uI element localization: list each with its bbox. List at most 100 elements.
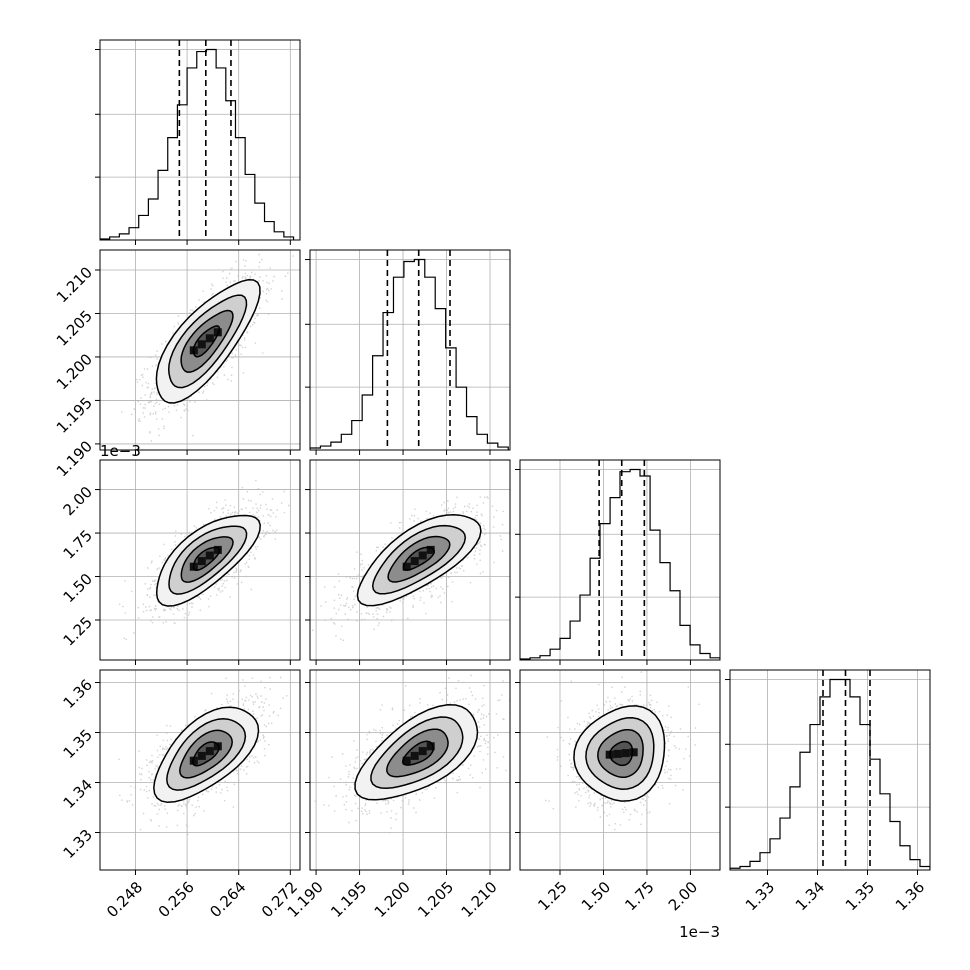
scatter-points: [118, 676, 288, 835]
panel-frame: [309, 459, 511, 661]
contour-line: [402, 740, 435, 766]
histogram: [520, 468, 720, 660]
panel-2-1: [305, 459, 511, 665]
histogram: [310, 258, 509, 450]
y-tick-label: 1.35: [60, 726, 96, 762]
x-tick-label: 1.35: [842, 878, 878, 914]
density-peak: [197, 751, 206, 760]
y-tick-label: 2.00: [60, 483, 96, 519]
contour-line: [354, 704, 479, 801]
density-peak: [418, 747, 427, 756]
panel-frame: [309, 249, 511, 451]
density-peak: [418, 551, 427, 560]
density-peak: [402, 756, 411, 765]
x-scale-label: 1e−3: [679, 923, 720, 941]
contour-line: [155, 279, 261, 404]
density-peak: [205, 334, 214, 343]
contour-line: [192, 741, 220, 767]
contour-line: [402, 546, 435, 571]
x-tick-label: 1.25: [534, 878, 570, 914]
contour-line: [371, 524, 467, 595]
y-tick-label: 1.75: [60, 526, 96, 562]
panel-content: [121, 253, 294, 442]
density-peak: [205, 747, 214, 756]
panel-2-0: 1.25 1.50 1.75 2.00 1e−3: [60, 442, 301, 665]
panel-2-2: [515, 459, 721, 665]
panel-frame: [99, 459, 301, 661]
panel-frame: [99, 249, 301, 451]
histogram: [730, 678, 930, 870]
contour-line: [370, 716, 464, 789]
panel-content: [118, 676, 288, 835]
panel-0-0: [95, 39, 301, 245]
x-tick-label: 0.256: [155, 878, 198, 921]
contour-line: [387, 535, 451, 583]
y-tick-label: 1.205: [53, 307, 96, 350]
density-peak: [197, 557, 206, 566]
x-tick-label: 1.50: [578, 878, 614, 914]
x-tick-label: 0.248: [103, 878, 146, 921]
panel-content: [312, 496, 504, 641]
y-scale-label: 1e−3: [100, 442, 141, 460]
density-peak: [426, 545, 435, 554]
x-tick-label: 1.34: [792, 878, 828, 914]
panel-content: [545, 671, 700, 831]
density-peak: [629, 748, 638, 757]
contour-line: [192, 546, 221, 571]
panel-content: [314, 673, 510, 834]
y-tick-label: 1.210: [53, 263, 96, 306]
contour-line: [180, 536, 234, 583]
contour-line: [192, 325, 221, 358]
contour-line: [573, 705, 666, 802]
panel-3-2: 1.25 1.50 1.75 2.00 1e−3: [515, 669, 721, 941]
y-tick-label: 1.25: [60, 613, 96, 649]
panel-frame: [309, 669, 511, 871]
contour-line: [166, 717, 247, 791]
density-peak: [410, 557, 419, 566]
panel-frame: [729, 669, 931, 871]
y-tick-label: 1.34: [60, 776, 96, 812]
contour-line: [168, 525, 248, 595]
density-peak: [613, 749, 622, 758]
density-peak: [426, 742, 435, 751]
density-peak: [402, 562, 411, 571]
density-peak: [213, 742, 222, 751]
x-tick-label: 1.33: [742, 878, 778, 914]
panel-content: [118, 479, 290, 641]
x-tick-label: 1.75: [621, 878, 657, 914]
density-peak: [189, 756, 198, 765]
y-tick-label: 1.33: [60, 826, 96, 862]
panel-frame: [99, 669, 301, 871]
x-tick-label: 1.205: [414, 878, 457, 921]
panel-3-3: 1.33 1.34 1.35 1.36: [725, 669, 931, 914]
contour-line: [356, 513, 482, 607]
x-tick-label: 1.36: [892, 878, 928, 914]
panel-frame: [519, 669, 721, 871]
x-tick-label: 2.00: [665, 878, 701, 914]
contour-line: [597, 728, 644, 779]
contour-line: [585, 717, 655, 790]
contour-line: [155, 514, 261, 607]
contour-line: [167, 294, 248, 389]
y-tick-label: 1.195: [53, 394, 96, 437]
y-tick-label: 1.190: [53, 437, 96, 480]
panel-3-0: 1.331.341.351.360.248 0.256 0.264 0.272: [60, 669, 301, 921]
panel-frame: [99, 39, 301, 241]
y-tick-label: 1.200: [53, 350, 96, 393]
contour-line: [179, 729, 233, 779]
histogram: [100, 48, 295, 240]
y-tick-label: 1.50: [60, 570, 96, 606]
y-tick-label: 1.36: [60, 676, 96, 712]
contour-line: [609, 740, 634, 767]
density-peak: [213, 545, 222, 554]
density-peak: [197, 340, 206, 349]
x-tick-label: 0.264: [206, 878, 249, 921]
density-peak: [621, 749, 630, 758]
x-tick-label: 1.195: [327, 878, 370, 921]
panel-1-1: [305, 249, 511, 455]
contour-line: [153, 706, 260, 804]
x-tick-label: 1.200: [371, 878, 414, 921]
panel-frame: [519, 459, 721, 661]
